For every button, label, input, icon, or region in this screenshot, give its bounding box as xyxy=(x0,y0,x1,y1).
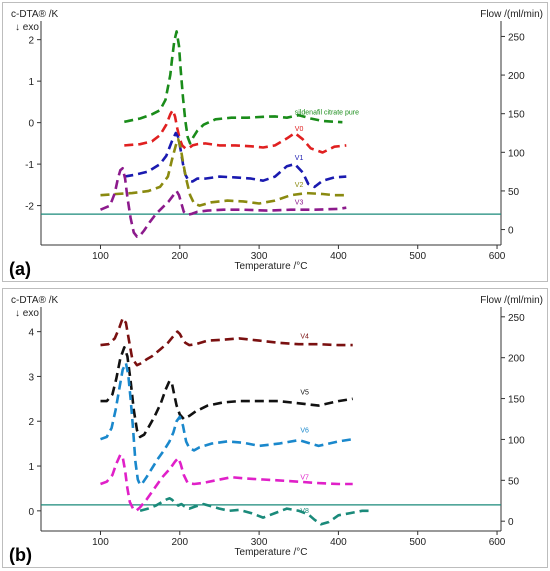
y2-tick-label: 50 xyxy=(508,187,520,198)
y2-tick-label: 100 xyxy=(508,435,525,446)
y-axis-title: c-DTA® /K xyxy=(11,9,59,20)
x-tick-label: 500 xyxy=(409,537,426,548)
y-axis-subtitle: ↓ exo xyxy=(15,308,39,319)
y2-tick-label: 250 xyxy=(508,32,525,43)
y-tick-label: 2 xyxy=(28,417,34,428)
x-tick-label: 600 xyxy=(489,251,506,262)
y2-tick-label: 150 xyxy=(508,395,525,406)
y2-axis-title: Flow /(ml/min) xyxy=(480,295,543,306)
x-axis-title: Temperature /°C xyxy=(235,547,308,558)
series-label-v4: V4 xyxy=(300,333,309,340)
x-tick-label: 400 xyxy=(330,537,347,548)
x-tick-label: 300 xyxy=(251,251,268,262)
y-tick-label: 4 xyxy=(28,328,34,339)
y2-axis-title: Flow /(ml/min) xyxy=(480,9,543,20)
x-tick-label: 200 xyxy=(171,251,188,262)
x-tick-label: 200 xyxy=(171,537,188,548)
series-line-v8 xyxy=(139,497,371,526)
y2-tick-label: 0 xyxy=(508,517,514,528)
series-label-v2: V2 xyxy=(295,182,304,189)
panel-label-b: (b) xyxy=(9,545,32,565)
chart-panel-a: c-DTA® /K ↓ exo Flow /(ml/min) Temperature … xyxy=(2,2,548,282)
chart-panel-b: c-DTA® /K ↓ exo Flow /(ml/min) Temperature … xyxy=(2,288,548,568)
y-tick-label: 1 xyxy=(28,462,34,473)
series-line-sildenafil-citrate-pure xyxy=(124,30,343,145)
series-line-v2 xyxy=(100,137,347,207)
chart-svg-b: c-DTA® /K ↓ exo Flow /(ml/min) Temperature … xyxy=(9,295,543,565)
series-line-v1 xyxy=(124,131,347,189)
series-label-v6: V6 xyxy=(300,427,309,434)
x-tick-label: 300 xyxy=(251,537,268,548)
x-tick-label: 100 xyxy=(92,537,109,548)
series-label-v7: V7 xyxy=(300,474,309,481)
series-line-v5 xyxy=(100,346,353,439)
y-tick-label: -2 xyxy=(25,202,34,213)
x-tick-label: 600 xyxy=(489,537,506,548)
series-line-v4 xyxy=(100,316,353,367)
series-label-v5: V5 xyxy=(300,389,309,396)
x-axis-title: Temperature /°C xyxy=(235,261,308,272)
panel-label-a: (a) xyxy=(9,259,31,279)
y2-tick-label: 50 xyxy=(508,476,520,487)
y-axis-title: c-DTA® /K xyxy=(11,295,59,306)
series-line-v0 xyxy=(124,108,347,154)
y-tick-label: 3 xyxy=(28,372,34,383)
series-label-sildenafil-citrate-pure: sildenafil citrate pure xyxy=(295,109,359,116)
x-tick-label: 500 xyxy=(409,251,426,262)
y-tick-label: 1 xyxy=(28,77,34,88)
series-label-v1: V1 xyxy=(295,155,304,162)
y-tick-label: -1 xyxy=(25,160,34,171)
series-line-v3 xyxy=(99,167,347,238)
y-axis-subtitle: ↓ exo xyxy=(15,22,39,33)
series-label-v0: V0 xyxy=(295,126,304,133)
series-line-v6 xyxy=(100,361,353,487)
x-tick-label: 400 xyxy=(330,251,347,262)
y2-tick-label: 200 xyxy=(508,354,525,365)
x-tick-label: 100 xyxy=(92,251,109,262)
y-tick-label: 2 xyxy=(28,36,34,47)
series-label-v3: V3 xyxy=(295,199,304,206)
y2-tick-label: 150 xyxy=(508,110,525,121)
chart-svg-a: c-DTA® /K ↓ exo Flow /(ml/min) Temperature … xyxy=(9,9,543,279)
series-label-v8: V8 xyxy=(300,508,309,515)
y2-tick-label: 250 xyxy=(508,313,525,324)
y-tick-label: 0 xyxy=(28,507,34,518)
y2-tick-label: 0 xyxy=(508,226,514,237)
series-line-v7 xyxy=(100,453,353,513)
y2-tick-label: 100 xyxy=(508,148,525,159)
y-tick-label: 0 xyxy=(28,119,34,130)
y2-tick-label: 200 xyxy=(508,71,525,82)
